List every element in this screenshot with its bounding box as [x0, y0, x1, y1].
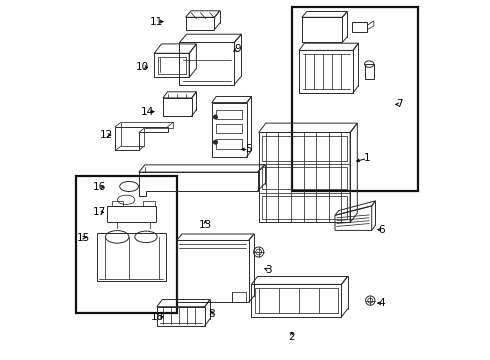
Text: 12: 12 — [100, 130, 113, 140]
Text: 10: 10 — [136, 62, 149, 72]
Text: 17: 17 — [93, 207, 106, 217]
Text: 18: 18 — [151, 312, 165, 322]
Text: 4: 4 — [378, 298, 385, 308]
Text: 11: 11 — [150, 17, 164, 27]
Circle shape — [214, 140, 217, 144]
Text: 7: 7 — [396, 99, 403, 109]
Text: 2: 2 — [289, 332, 295, 342]
Text: 9: 9 — [235, 44, 241, 54]
Text: 5: 5 — [245, 144, 252, 154]
Text: 13: 13 — [199, 220, 212, 230]
Text: 8: 8 — [209, 309, 215, 319]
Text: 14: 14 — [141, 107, 154, 117]
Circle shape — [214, 115, 217, 119]
Text: 1: 1 — [364, 153, 371, 163]
Text: 16: 16 — [93, 182, 106, 192]
Text: 6: 6 — [378, 225, 385, 235]
Text: 3: 3 — [265, 265, 272, 275]
Text: 15: 15 — [76, 233, 90, 243]
